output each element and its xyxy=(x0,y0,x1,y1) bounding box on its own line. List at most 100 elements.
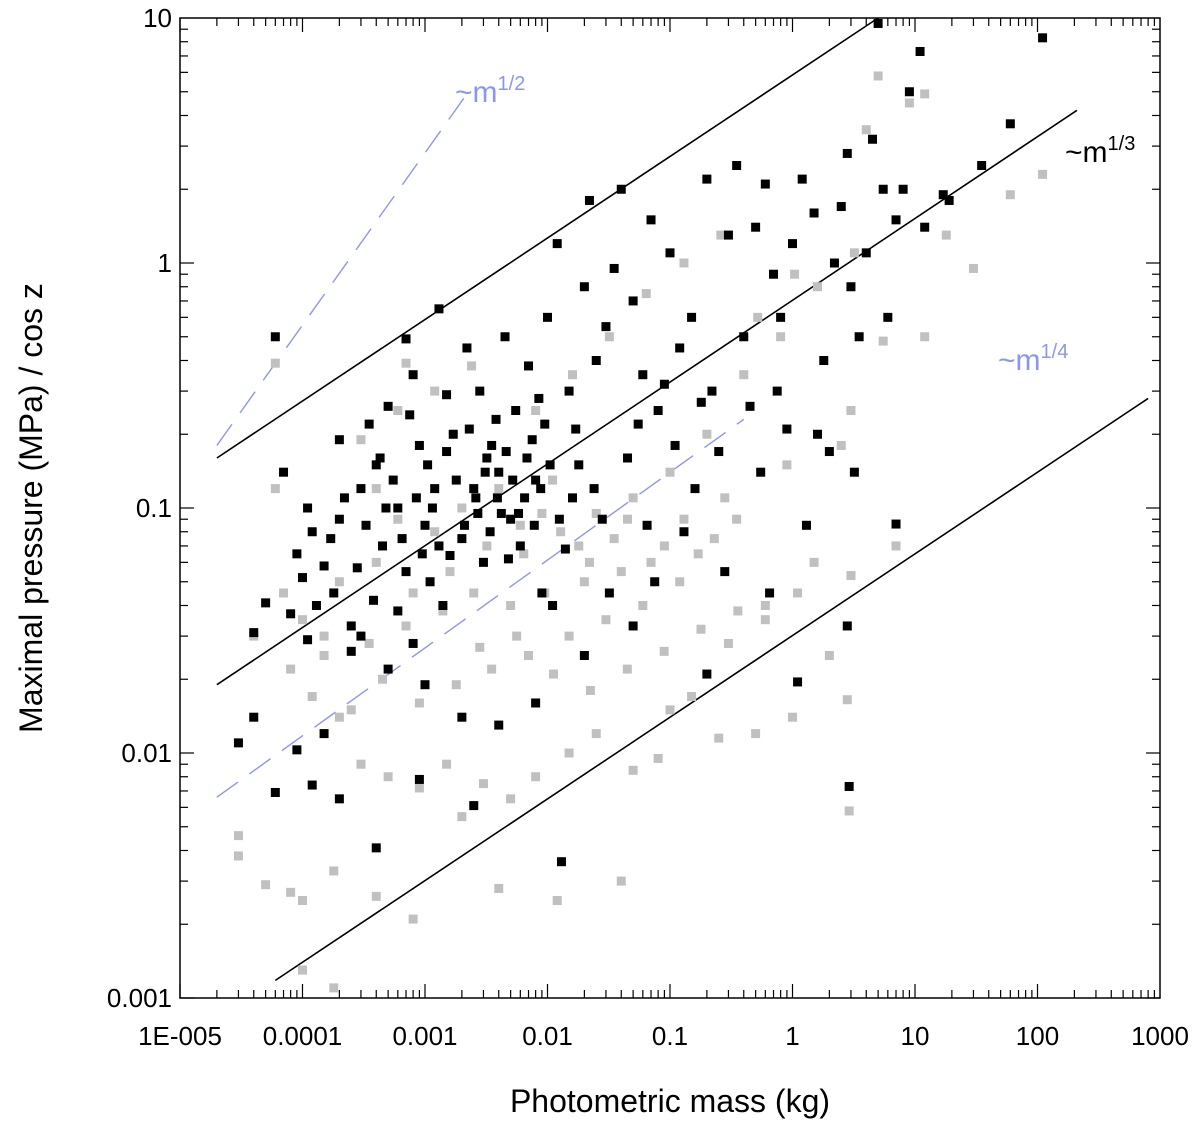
reference-lines xyxy=(216,17,1149,982)
data-point xyxy=(515,541,525,551)
data-point xyxy=(506,794,516,804)
data-point xyxy=(714,447,724,457)
data-point xyxy=(873,18,883,28)
data-point xyxy=(420,520,430,530)
data-point xyxy=(364,638,374,648)
data-point xyxy=(457,534,467,544)
data-point xyxy=(298,965,307,975)
data-point xyxy=(920,222,930,232)
data-point xyxy=(514,508,524,518)
data-point xyxy=(824,651,834,661)
data-point xyxy=(878,184,888,194)
data-point xyxy=(531,406,541,416)
data-point xyxy=(585,685,595,695)
data-point xyxy=(920,89,930,99)
data-point xyxy=(270,332,280,342)
data-point xyxy=(861,125,871,135)
data-point xyxy=(307,527,317,537)
data-point xyxy=(633,419,643,429)
data-point xyxy=(801,520,811,530)
data-point xyxy=(809,208,819,218)
data-point xyxy=(690,484,700,494)
data-point xyxy=(670,440,680,450)
data-point xyxy=(616,567,626,577)
data-point xyxy=(329,983,339,993)
data-point xyxy=(1038,33,1048,43)
data-point xyxy=(503,554,513,564)
data-point xyxy=(401,358,411,368)
data-point xyxy=(720,567,730,577)
data-point xyxy=(842,695,852,705)
y-tick-label: 0.1 xyxy=(136,493,172,523)
data-point xyxy=(482,541,492,551)
axis-ticks xyxy=(179,18,1160,999)
data-point xyxy=(861,248,871,258)
data-point xyxy=(401,621,411,631)
data-point xyxy=(622,664,632,674)
data-point xyxy=(425,577,435,587)
data-point xyxy=(739,332,749,342)
data-point xyxy=(442,390,452,400)
data-point xyxy=(442,447,452,457)
data-point xyxy=(352,563,362,573)
data-point xyxy=(411,493,421,503)
data-point xyxy=(520,493,530,503)
data-point xyxy=(381,503,391,513)
data-point xyxy=(751,729,761,739)
y-tick-label: 10 xyxy=(143,3,172,33)
data-point xyxy=(665,248,675,258)
data-point xyxy=(286,887,296,897)
data-point xyxy=(307,692,317,702)
data-point xyxy=(383,664,393,674)
y-tick-label: 0.01 xyxy=(121,738,172,768)
data-point xyxy=(904,87,914,97)
data-point xyxy=(638,370,648,380)
data-point xyxy=(427,503,437,513)
data-point xyxy=(408,588,418,598)
data-point xyxy=(531,698,541,708)
data-point xyxy=(438,606,448,616)
data-point xyxy=(405,410,415,420)
data-point xyxy=(346,705,356,715)
data-point xyxy=(653,406,663,416)
data-point xyxy=(638,600,648,610)
data-point xyxy=(408,638,418,648)
data-point xyxy=(844,781,854,791)
data-point xyxy=(579,651,589,661)
data-point xyxy=(487,440,497,450)
data-point xyxy=(601,322,611,332)
data-point xyxy=(339,493,349,503)
slope-annotation: ~m1/2 xyxy=(455,73,525,109)
data-point xyxy=(369,595,379,605)
data-point xyxy=(383,401,393,411)
data-point xyxy=(451,475,461,485)
data-point xyxy=(601,615,611,625)
data-point xyxy=(760,600,770,610)
data-point xyxy=(709,534,719,544)
data-point xyxy=(679,258,689,268)
x-tick-label: 1E-005 xyxy=(138,1021,222,1051)
data-point xyxy=(790,269,800,279)
data-point xyxy=(788,712,797,722)
data-point xyxy=(628,493,638,503)
data-point xyxy=(623,453,633,463)
data-point xyxy=(579,577,589,587)
data-point xyxy=(650,577,660,587)
data-point xyxy=(279,467,289,477)
data-point xyxy=(361,520,371,530)
data-point xyxy=(334,435,344,445)
data-point xyxy=(506,600,516,610)
x-tick-label: 0.0001 xyxy=(263,1021,343,1051)
data-point xyxy=(522,453,532,463)
data-point xyxy=(548,475,558,485)
data-point xyxy=(371,484,381,494)
plot-frame xyxy=(179,17,1161,999)
data-point xyxy=(793,588,803,598)
data-point xyxy=(448,429,458,439)
data-point xyxy=(307,780,317,790)
data-point xyxy=(445,550,455,560)
data-point xyxy=(846,406,856,416)
data-point xyxy=(261,880,271,890)
data-point xyxy=(524,361,534,371)
